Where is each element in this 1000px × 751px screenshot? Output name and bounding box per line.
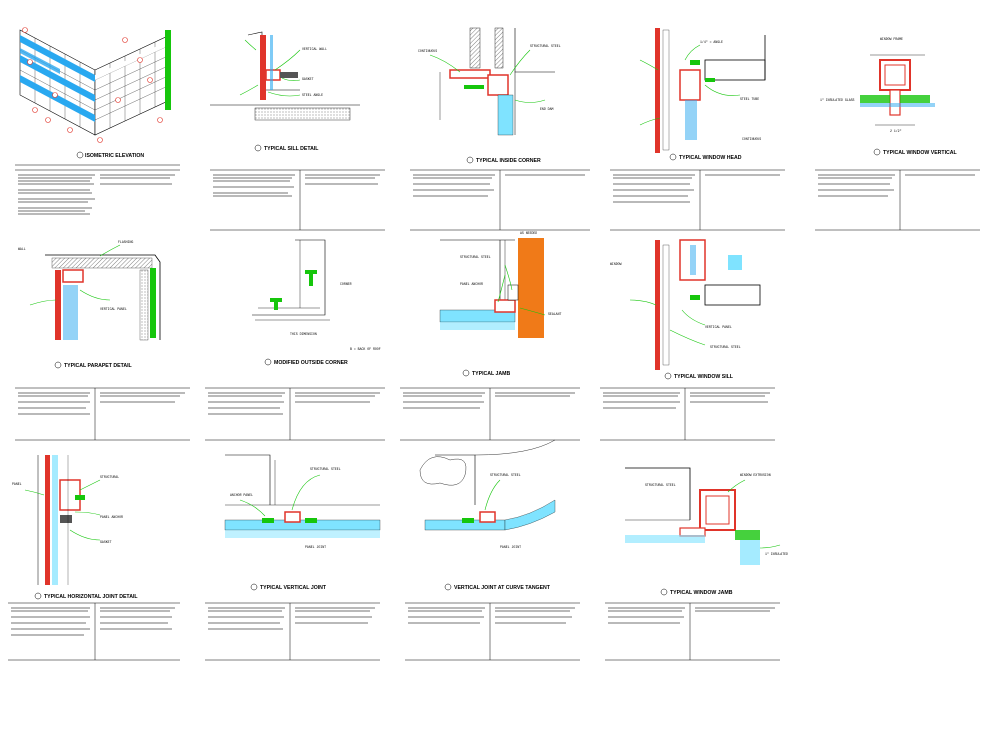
caption-inside-corner: TYPICAL INSIDE CORNER (476, 158, 541, 164)
svg-text:PANEL ANCHOR: PANEL ANCHOR (100, 515, 123, 519)
svg-text:STRUCTURAL STEEL: STRUCTURAL STEEL (310, 467, 341, 471)
svg-text:PANEL: PANEL (12, 482, 22, 486)
caption-window-vertical: TYPICAL WINDOW VERTICAL (883, 150, 958, 156)
window-head-drawing: 1/4" = ANGLE STEEL TUBE CONTINUOUS TYPICAL… (639, 28, 766, 161)
caption-curve-joint: VERTICAL JOINT AT CURVE TANGENT (454, 585, 551, 591)
svg-text:STRUCTURAL: STRUCTURAL (100, 475, 119, 479)
caption-parapet-detail: TYPICAL PARAPET DETAIL (64, 363, 133, 369)
svg-text:VERTICAL WALL: VERTICAL WALL (302, 47, 327, 51)
svg-text:WALL: WALL (18, 247, 26, 251)
window-sill-drawing: VERTICAL PANEL STRUCTURAL STEEL WINDOW TYP… (610, 239, 761, 380)
svg-text:B = BACK OF ROOF: B = BACK OF ROOF (350, 347, 381, 351)
curve-joint-drawing: STRUCTURAL STEEL PANEL JOINT VERTICAL JOI… (419, 439, 556, 591)
svg-text:CONTINUOUS: CONTINUOUS (418, 49, 437, 53)
svg-text:PANEL JOINT: PANEL JOINT (500, 545, 521, 549)
sill-detail-drawing: VERTICAL WALL GASKET STEEL ANGLE TYPICAL S… (210, 31, 360, 152)
svg-text:STRUCTURAL STEEL: STRUCTURAL STEEL (530, 44, 561, 48)
svg-text:GASKET: GASKET (100, 540, 112, 544)
caption-window-jamb: TYPICAL WINDOW JAMB (670, 590, 733, 596)
spec-text-lines-row1 (18, 174, 975, 215)
svg-text:CORNER: CORNER (340, 282, 352, 286)
svg-text:FLASHING: FLASHING (118, 240, 133, 244)
svg-text:SEALANT: SEALANT (548, 312, 561, 316)
svg-text:2 1/2": 2 1/2" (890, 129, 902, 133)
svg-text:WINDOW EXTRUSION: WINDOW EXTRUSION (740, 473, 771, 477)
svg-text:STRUCTURAL STEEL: STRUCTURAL STEEL (490, 473, 521, 477)
parapet-detail-drawing: FLASHING VERTICAL PANEL WALL TYPICAL PARAP… (18, 240, 161, 369)
caption-isometric-elevation: ISOMETRIC ELEVATION (85, 153, 144, 159)
svg-text:1/4" = ANGLE: 1/4" = ANGLE (700, 40, 723, 44)
svg-text:1" INSULATED GLASS: 1" INSULATED GLASS (820, 98, 855, 102)
svg-text:WINDOW: WINDOW (610, 262, 622, 266)
svg-text:WINDOW FRAME: WINDOW FRAME (880, 37, 903, 41)
caption-outside-corner: MODIFIED OUTSIDE CORNER (274, 360, 348, 366)
spec-notes-row2 (15, 387, 775, 441)
outside-corner-drawing: CORNER THIS DIMENSION B = BACK OF ROOF MOD… (252, 239, 381, 366)
caption-window-sill: TYPICAL WINDOW SILL (674, 374, 734, 380)
svg-text:AS NEEDED: AS NEEDED (520, 231, 537, 235)
spec-notes-row3 (8, 602, 780, 661)
svg-text:END DAM: END DAM (540, 107, 553, 111)
spec-text-lines-row3 (11, 607, 775, 636)
spec-text-lines-row2 (18, 392, 770, 415)
svg-text:PANEL ANCHOR: PANEL ANCHOR (460, 282, 483, 286)
window-vertical-drawing: WINDOW FRAME 1" INSULATED GLASS 2 1/2" TYP… (820, 37, 958, 156)
svg-text:STEEL ANGLE: STEEL ANGLE (302, 93, 323, 97)
svg-text:VERTICAL PANEL: VERTICAL PANEL (705, 325, 732, 329)
svg-text:STRUCTURAL STEEL: STRUCTURAL STEEL (645, 483, 676, 487)
svg-text:VERTICAL PANEL: VERTICAL PANEL (100, 307, 127, 311)
svg-text:1" INSULATED: 1" INSULATED (765, 552, 788, 556)
caption-sill-detail: TYPICAL SILL DETAIL (264, 146, 319, 152)
caption-horizontal-joint: TYPICAL HORIZONTAL JOINT DETAIL (44, 594, 138, 600)
caption-jamb: TYPICAL JAMB (472, 371, 510, 377)
svg-text:ANCHOR PANEL: ANCHOR PANEL (230, 493, 253, 497)
svg-text:STEEL TUBE: STEEL TUBE (740, 97, 759, 101)
caption-vertical-joint: TYPICAL VERTICAL JOINT (260, 585, 327, 591)
svg-text:GASKET: GASKET (302, 77, 314, 81)
jamb-drawing: STRUCTURAL STEEL PANEL ANCHOR SEALANT AS NE… (439, 231, 561, 377)
svg-text:PANEL JOINT: PANEL JOINT (305, 545, 326, 549)
svg-text:THIS DIMENSION: THIS DIMENSION (290, 332, 317, 336)
spec-notes-row1 (15, 164, 980, 231)
svg-text:CONTINUOUS: CONTINUOUS (742, 137, 761, 141)
caption-window-head: TYPICAL WINDOW HEAD (679, 155, 742, 161)
inside-corner-drawing: STRUCTURAL STEEL CONTINUOUS END DAM TYPICA… (418, 27, 561, 164)
isometric-elevation-drawing: ISOMETRIC ELEVATION (19, 27, 171, 159)
svg-text:STRUCTURAL STEEL: STRUCTURAL STEEL (710, 345, 741, 349)
svg-text:STRUCTURAL STEEL: STRUCTURAL STEEL (460, 255, 491, 259)
horizontal-joint-drawing: STRUCTURAL PANEL ANCHOR GASKET PANEL TYPICA… (12, 455, 138, 600)
window-jamb-drawing: WINDOW EXTRUSION STRUCTURAL STEEL 1" INSUL… (625, 467, 788, 596)
